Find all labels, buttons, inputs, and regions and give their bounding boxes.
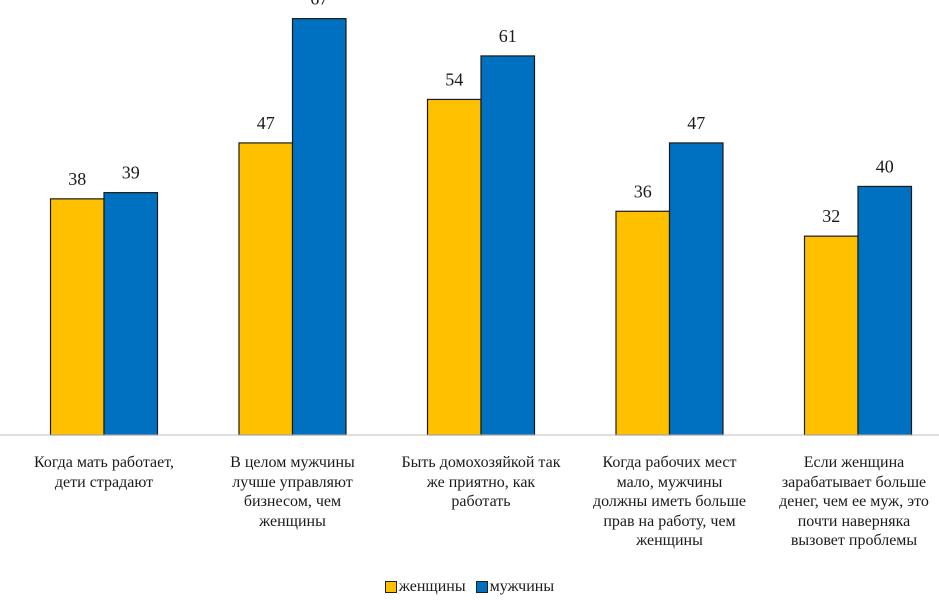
bar-men-1 bbox=[291, 18, 347, 436]
legend-label-women: женщины bbox=[398, 578, 466, 595]
category-label-3: Когда рабочих мест мало, мужчины должны … bbox=[593, 454, 746, 549]
value-label-men-1: 67 bbox=[310, 0, 328, 9]
bar-women-1 bbox=[238, 142, 294, 436]
category-label-0: Когда мать работает, дети страдают bbox=[33, 454, 175, 491]
bar-women-3 bbox=[615, 210, 671, 436]
value-labels-group: 38 39 47 67 54 61 36 47 32 40 bbox=[68, 0, 894, 226]
legend-swatch-women bbox=[384, 581, 397, 593]
legend-swatch-men bbox=[475, 581, 488, 593]
value-label-men-2: 61 bbox=[499, 26, 517, 46]
value-label-men-4: 40 bbox=[876, 156, 894, 176]
value-label-women-4: 32 bbox=[822, 206, 840, 226]
bars-group bbox=[49, 18, 913, 436]
bar-men-2 bbox=[480, 55, 536, 436]
bar-men-4 bbox=[857, 185, 913, 436]
bar-men-0 bbox=[103, 192, 159, 436]
category-label-4: Если женщина зарабатывает больше денег, … bbox=[779, 454, 929, 549]
value-label-women-2: 54 bbox=[445, 69, 463, 89]
value-label-men-3: 47 bbox=[687, 113, 705, 133]
value-label-women-3: 36 bbox=[634, 181, 652, 201]
legend: женщины мужчины bbox=[0, 578, 939, 596]
bar-men-3 bbox=[668, 142, 724, 436]
legend-item-men: мужчины bbox=[475, 578, 555, 596]
legend-item-women: женщины bbox=[384, 578, 466, 596]
value-label-men-0: 39 bbox=[122, 163, 140, 183]
category-label-2: Быть домохозяйкой так же приятно, как ра… bbox=[401, 454, 561, 510]
value-label-women-0: 38 bbox=[68, 169, 86, 189]
value-label-women-1: 47 bbox=[257, 113, 275, 133]
category-label-1: В целом мужчины лучше управляют бизнесом… bbox=[230, 454, 355, 530]
bar-women-2 bbox=[426, 98, 482, 436]
bar-women-4 bbox=[803, 235, 859, 436]
bar-women-0 bbox=[49, 198, 105, 436]
legend-label-men: мужчины bbox=[489, 578, 555, 595]
